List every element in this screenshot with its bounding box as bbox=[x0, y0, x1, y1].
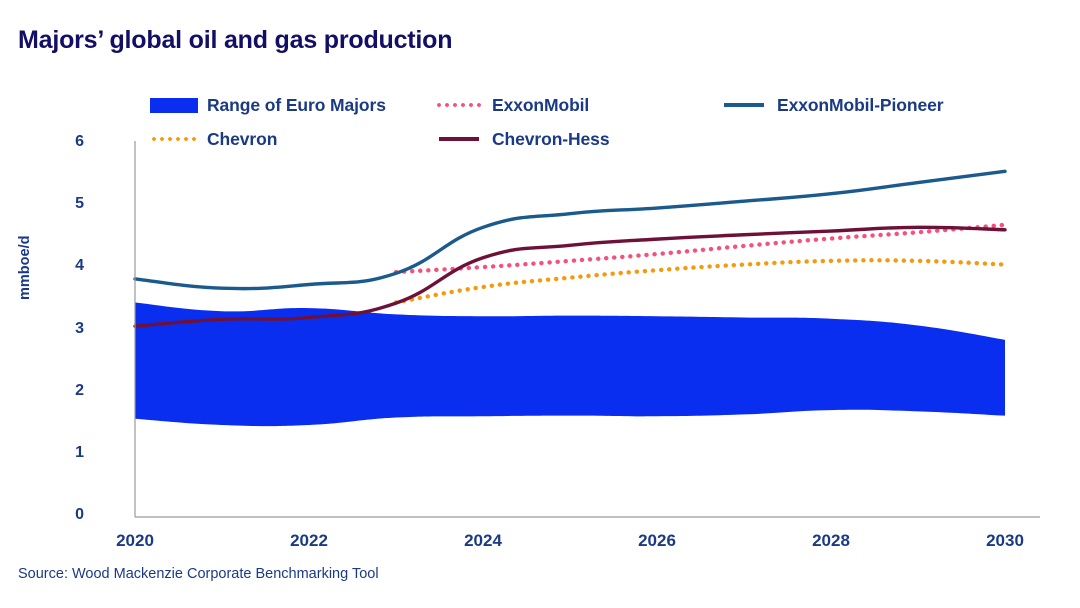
legend-label: ExxonMobil bbox=[492, 94, 590, 115]
legend-item-chevron-hess[interactable]: Chevron-Hess bbox=[435, 122, 720, 156]
x-tick-label: 2020 bbox=[116, 531, 154, 550]
legend-item-range-of-euro-majors[interactable]: Range of Euro Majors bbox=[150, 88, 435, 122]
legend-label: Chevron-Hess bbox=[492, 128, 610, 149]
x-tick-label: 2028 bbox=[812, 531, 850, 550]
series-area-range-of-euro-majors bbox=[135, 302, 1005, 427]
legend-swatch-line-icon bbox=[435, 131, 483, 147]
series-line-exxonmobil bbox=[393, 222, 1008, 275]
y-tick-label: 6 bbox=[75, 133, 84, 150]
y-tick-label: 4 bbox=[75, 257, 84, 275]
legend-label: ExxonMobil-Pioneer bbox=[777, 94, 944, 115]
legend-item-exxonmobil[interactable]: ExxonMobil bbox=[435, 88, 720, 122]
y-tick-label: 5 bbox=[75, 195, 84, 213]
source-note: Source: Wood Mackenzie Corporate Benchma… bbox=[18, 566, 379, 582]
legend-label: Chevron bbox=[207, 128, 278, 149]
series-line-chevron-hess bbox=[133, 225, 1007, 328]
legend-swatch-dotted-icon bbox=[150, 131, 198, 147]
y-tick-label: 2 bbox=[75, 381, 84, 399]
x-tick-label: 2030 bbox=[986, 531, 1024, 550]
legend-item-exxonmobil-pioneer[interactable]: ExxonMobil-Pioneer bbox=[720, 88, 1010, 122]
legend-swatch-dotted-icon bbox=[435, 97, 483, 113]
legend-label: Range of Euro Majors bbox=[207, 94, 386, 115]
x-tick-label: 2024 bbox=[464, 531, 502, 550]
x-tick-label: 2022 bbox=[290, 531, 328, 550]
series-line-chevron bbox=[393, 258, 1008, 305]
series-line-exxonmobil-pioneer bbox=[133, 169, 1007, 291]
legend-item-chevron[interactable]: Chevron bbox=[150, 122, 435, 156]
legend-swatch-line-icon bbox=[720, 97, 768, 113]
y-tick-label: 3 bbox=[75, 319, 84, 337]
chart-legend: Range of Euro Majors ExxonMobil ExxonMob… bbox=[150, 88, 1010, 156]
page-title: Majors’ global oil and gas production bbox=[18, 26, 453, 54]
y-tick-label: 1 bbox=[75, 443, 84, 461]
x-tick-label: 2026 bbox=[638, 531, 676, 550]
legend-swatch-block-icon bbox=[150, 97, 198, 113]
y-tick-label: 0 bbox=[75, 506, 84, 523]
